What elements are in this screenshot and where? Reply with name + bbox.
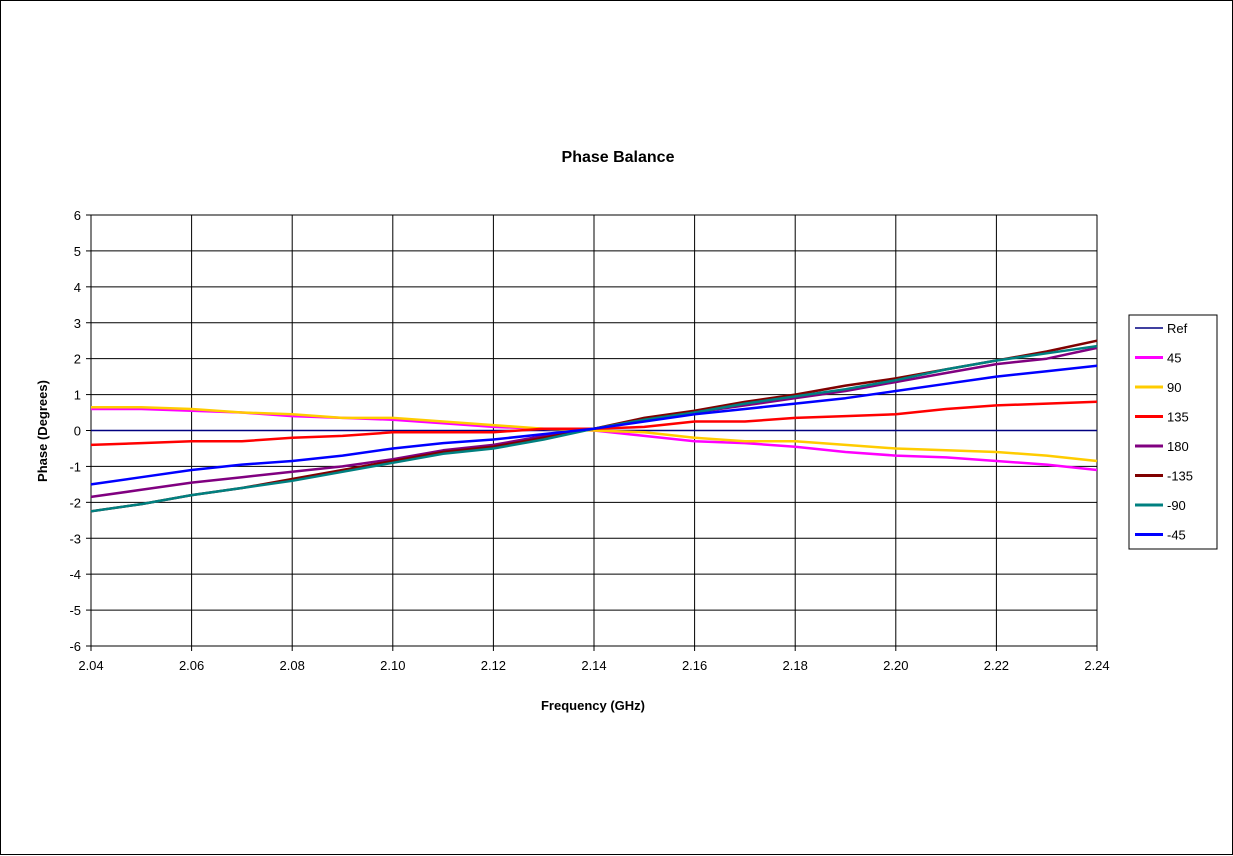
y-axis-title: Phase (Degrees) bbox=[35, 380, 50, 482]
y-tick-label: 4 bbox=[74, 280, 81, 295]
legend-label: 90 bbox=[1167, 380, 1181, 395]
legend-label: -90 bbox=[1167, 498, 1186, 513]
y-tick-label: 6 bbox=[74, 208, 81, 223]
series-lines bbox=[90, 339, 1098, 513]
series-line-neg45 bbox=[90, 364, 1098, 486]
x-tick-label: 2.16 bbox=[682, 658, 707, 673]
x-tick-label: 2.06 bbox=[179, 658, 204, 673]
x-tick-label: 2.04 bbox=[78, 658, 103, 673]
y-tick-label: 1 bbox=[74, 388, 81, 403]
y-tick-label: -4 bbox=[69, 567, 81, 582]
legend-label: 180 bbox=[1167, 439, 1189, 454]
y-tick-label: -2 bbox=[69, 495, 81, 510]
x-tick-label: 2.10 bbox=[380, 658, 405, 673]
legend-box bbox=[1128, 314, 1218, 550]
x-tick-label: 2.12 bbox=[481, 658, 506, 673]
y-tick-label: -3 bbox=[69, 531, 81, 546]
x-tick-label: 2.22 bbox=[984, 658, 1009, 673]
y-tick-label: -1 bbox=[69, 459, 81, 474]
legend-label: 45 bbox=[1167, 351, 1181, 366]
y-tick-label: 0 bbox=[74, 424, 81, 439]
legend-label: -135 bbox=[1167, 469, 1193, 484]
x-axis-title: Frequency (GHz) bbox=[541, 698, 645, 713]
y-tick-label: 5 bbox=[74, 244, 81, 259]
legend-label: 135 bbox=[1167, 410, 1189, 425]
x-tick-label: 2.08 bbox=[280, 658, 305, 673]
axes: 2.04 2.06 2.08 2.10 2.12 2.14 2.16 2.18 2.20 2.22… bbox=[69, 208, 1109, 673]
y-tick-label: -5 bbox=[69, 603, 81, 618]
x-tick-label: 2.20 bbox=[883, 658, 908, 673]
y-tick-label: 2 bbox=[74, 352, 81, 367]
legend-label: Ref bbox=[1167, 321, 1188, 336]
legend-label: -45 bbox=[1167, 528, 1186, 543]
legend: Ref 45 90 135 180 -135 -90 -45 bbox=[1128, 314, 1218, 550]
x-tick-label: 2.14 bbox=[581, 658, 606, 673]
x-tick-label: 2.24 bbox=[1084, 658, 1109, 673]
series-line-90 bbox=[91, 405, 1098, 463]
chart-title: Phase Balance bbox=[562, 149, 675, 166]
y-tick-label: -6 bbox=[69, 639, 81, 654]
y-tick-label: 3 bbox=[74, 316, 81, 331]
x-tick-label: 2.18 bbox=[783, 658, 808, 673]
grid-lines bbox=[90, 214, 1098, 647]
